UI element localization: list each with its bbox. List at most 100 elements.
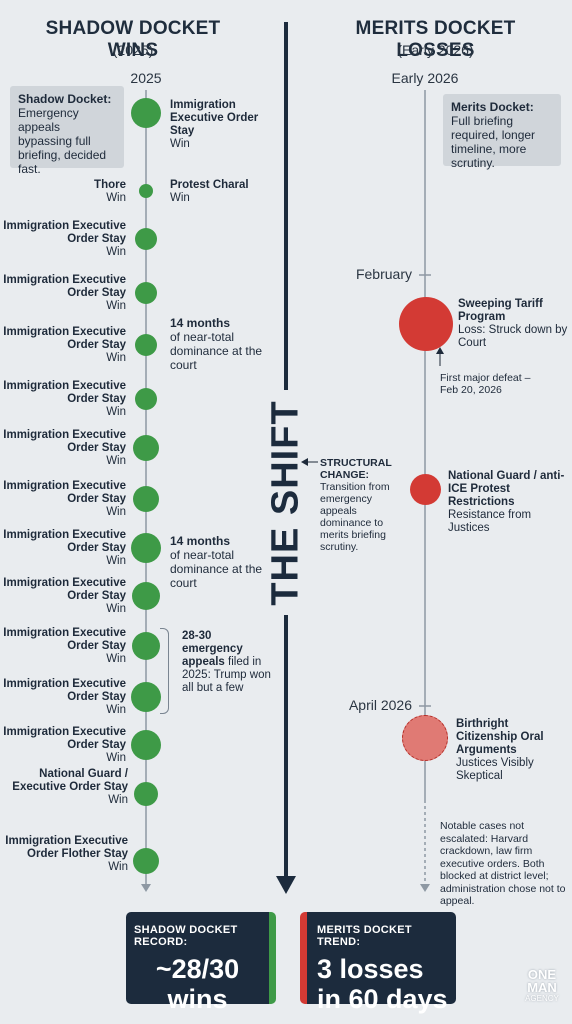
event-status: Win [106, 505, 126, 518]
event-status: Win [106, 703, 126, 716]
annotation-14-months-1-text: of near-total dominance at the court [170, 330, 263, 372]
event-label: Immigration Executive Order Stay Win [2, 577, 126, 616]
event-label: Immigration Executive Order Stay Win [2, 529, 126, 568]
event-title: National Guard / Executive Order Stay [12, 768, 128, 793]
event-title: Immigration Executive Order Stay [3, 325, 126, 351]
event-title: Immigration Executive Order Stay [3, 677, 126, 703]
birthright-event-status: Justices Visibly Skeptical [456, 757, 534, 782]
win-marker [133, 848, 159, 874]
shadow-docket-record-title: SHADOW DOCKET RECORD: [134, 924, 238, 948]
right-subtitle: (Early 2026) [397, 42, 474, 58]
structural-change-note: STRUCTURAL CHANGE: Transition from emerg… [320, 457, 400, 553]
event-label: Immigration Executive Order Stay Win [2, 678, 126, 717]
event-label: Immigration Executive Order Stay Win [2, 726, 126, 765]
event-status: Win [170, 138, 190, 150]
event-status: Win [108, 794, 128, 806]
shadow-docket-info-box: Shadow Docket: Emergency appeals bypassi… [10, 86, 124, 176]
annotation-14-months-1-bold: 14 months [170, 316, 231, 330]
tick-april-2026: April 2026 [348, 697, 412, 713]
win-marker [134, 782, 158, 806]
event-title: Immigration Executive Order Flother Stay [5, 835, 128, 860]
win-marker [131, 533, 161, 563]
event-status: Win [170, 192, 190, 204]
event-label: Immigration Executive Order Stay Win [2, 274, 126, 313]
merits-docket-info-text: Full briefing required, longer timeline,… [451, 114, 536, 170]
event-title: Immigration Executive Order Stay [3, 725, 126, 751]
event-status: Win [106, 652, 126, 665]
left-axis-label: 2025 [130, 70, 162, 86]
win-marker [132, 632, 160, 660]
birthright-event-title: Birthright Citizenship Oral Arguments [456, 718, 544, 756]
event-status: Win [106, 351, 126, 364]
shadow-docket-info-title: Shadow Docket: [18, 92, 112, 106]
win-marker [131, 98, 161, 128]
event-status: Win [106, 405, 126, 418]
first-defeat-note: First major defeat – Feb 20, 2026 [440, 372, 531, 396]
event-title: Immigration Executive Order Stay [3, 379, 126, 405]
national-guard-event-title: National Guard / anti-ICE Protest Restri… [448, 470, 565, 508]
event-label: Immigration Executive Order Stay Win [170, 99, 270, 151]
event-status: Win [106, 454, 126, 467]
win-marker [135, 388, 157, 410]
event-label: Immigration Executive Order Stay Win [2, 326, 126, 365]
tariff-loss-marker [399, 297, 453, 351]
structural-change-bold: STRUCTURAL CHANGE: [320, 457, 392, 481]
birthright-event-label: Birthright Citizenship Oral Arguments Ju… [456, 718, 570, 783]
annotation-14-months-2-bold: 14 months [170, 534, 231, 548]
event-label: National Guard / Executive Order Stay Win [2, 768, 128, 807]
event-status: Win [106, 192, 126, 204]
one-man-agency-logo: ONE MAN AGENCY [512, 968, 572, 1004]
event-status: Win [106, 602, 126, 615]
annotation-14-months-2-text: of near-total dominance at the court [170, 548, 263, 590]
event-label: Immigration Executive Order Stay Win [2, 480, 126, 519]
merits-docket-trend-value: 3 losses in 60 days [317, 954, 448, 1014]
win-marker [135, 228, 157, 250]
tick-february: February [355, 266, 412, 282]
event-title: Immigration Executive Order Stay [3, 428, 126, 454]
event-title: Protest Charal [170, 179, 249, 191]
annotation-14-months-2: 14 months of near-total dominance at the… [170, 534, 270, 590]
event-title: Immigration Executive Order Stay [170, 99, 259, 137]
annotation-emergency-appeals-text: filed in 2025: Trump won all but a few [182, 656, 271, 694]
win-marker [131, 682, 161, 712]
win-marker [135, 334, 157, 356]
win-marker [132, 582, 160, 610]
merits-docket-trend-title: MERITS DOCKET TREND: [317, 924, 412, 948]
event-status: Win [106, 751, 126, 764]
win-marker [133, 435, 159, 461]
structural-change-text: Transition from emergency appeals domina… [320, 481, 390, 553]
win-marker [135, 282, 157, 304]
left-subtitle: (2025) [112, 42, 154, 58]
shadow-docket-record-card: SHADOW DOCKET RECORD: ~28/30 wins [126, 912, 276, 1014]
event-title: Immigration Executive Order Stay [3, 576, 126, 602]
event-status: Win [108, 861, 128, 873]
annotation-emergency-appeals: 28-30 emergency appeals filed in 2025: T… [182, 630, 272, 695]
right-axis-label: Early 2026 [391, 70, 459, 86]
event-title: Immigration Executive Order Stay [3, 528, 126, 554]
logo-line-3: AGENCY [525, 994, 559, 1003]
left-title: SHADOW DOCKET WINS [45, 18, 221, 61]
event-label: Immigration Executive Order Stay Win [2, 429, 126, 468]
annotation-emergency-appeals-bold: 28-30 emergency appeals [182, 630, 243, 668]
tariff-event-label: Sweeping Tariff Program Loss: Struck dow… [458, 298, 568, 350]
logo-line-1: ONE [527, 967, 557, 982]
event-title: Immigration Executive Order Stay [3, 219, 126, 245]
event-title: Immigration Executive Order Stay [3, 626, 126, 652]
national-guard-event-status: Resistance from Justices [448, 509, 532, 534]
event-label: Thore Win [2, 179, 126, 205]
annotation-14-months-1: 14 months of near-total dominance at the… [170, 316, 270, 372]
shadow-docket-info-text: Emergency appeals bypassing full briefin… [18, 106, 107, 176]
event-status: Win [106, 554, 126, 567]
merits-docket-trend-card: MERITS DOCKET TREND: 3 losses in 60 days [300, 912, 456, 1014]
win-marker [133, 486, 159, 512]
national-guard-loss-marker [410, 474, 441, 505]
the-shift-label: THE SHIFT [264, 400, 307, 606]
merits-docket-info-box: Merits Docket: Full briefing required, l… [443, 94, 561, 170]
event-title: Immigration Executive Order Stay [3, 273, 126, 299]
win-marker [139, 184, 153, 198]
tariff-event-status: Loss: Struck down by Court [458, 324, 568, 349]
national-guard-event-label: National Guard / anti-ICE Protest Restri… [448, 470, 566, 535]
event-status: Win [106, 245, 126, 258]
event-label: Immigration Executive Order Flother Stay… [2, 835, 128, 874]
event-label: Immigration Executive Order Stay Win [2, 627, 126, 666]
